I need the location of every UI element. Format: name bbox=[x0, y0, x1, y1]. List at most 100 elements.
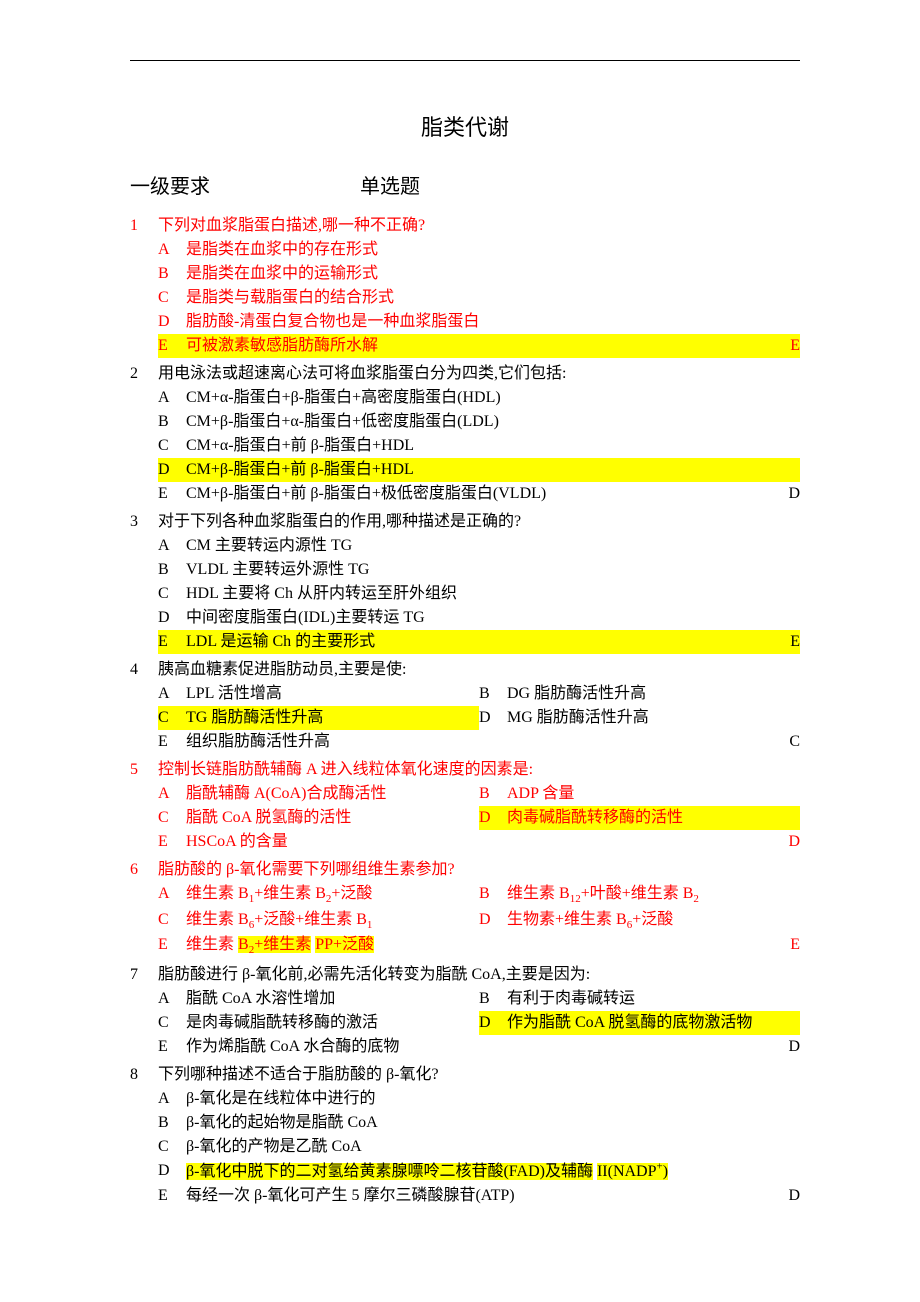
question-row: 3对于下列各种血浆脂蛋白的作用,哪种描述是正确的? bbox=[130, 510, 800, 534]
options: A维生素 B1+维生素 B2+泛酸B维生素 B12+叶酸+维生素 B2C维生素 … bbox=[158, 882, 800, 959]
option-text: CM+α-脂蛋白+前 β-脂蛋白+HDL bbox=[186, 434, 800, 458]
question-row: 6脂肪酸的 β-氧化需要下列哪组维生素参加? bbox=[130, 858, 800, 882]
option-letter: E bbox=[158, 830, 186, 854]
option-letter: C bbox=[158, 1011, 186, 1035]
question-row: 2用电泳法或超速离心法可将血浆脂蛋白分为四类,它们包括: bbox=[130, 362, 800, 386]
option-col: C是肉毒碱脂酰转移酶的激活 bbox=[158, 1011, 479, 1035]
option-letter: B bbox=[158, 262, 186, 286]
option-text: CM+β-脂蛋白+α-脂蛋白+低密度脂蛋白(LDL) bbox=[186, 410, 800, 434]
answer-key: E bbox=[790, 630, 800, 654]
option-row: Bβ-氧化的起始物是脂酰 CoA bbox=[158, 1111, 800, 1135]
option-letter: B bbox=[158, 410, 186, 434]
question-row: 8下列哪种描述不适合于脂肪酸的 β-氧化? bbox=[130, 1063, 800, 1087]
option-letter: B bbox=[479, 682, 507, 706]
option-row: CCM+α-脂蛋白+前 β-脂蛋白+HDL bbox=[158, 434, 800, 458]
option-text: 维生素 B12+叶酸+维生素 B2 bbox=[507, 882, 800, 908]
option-text: 每经一次 β-氧化可产生 5 摩尔三磷酸腺苷(ATP) bbox=[186, 1184, 800, 1208]
question: 4胰高血糖素促进脂肪动员,主要是使:ALPL 活性增高BDG 脂肪酶活性升高 C T… bbox=[130, 658, 800, 754]
option-letter: A bbox=[158, 987, 186, 1011]
option-letter: B bbox=[479, 987, 507, 1011]
option-col: C脂酰 CoA 脱氢酶的活性 bbox=[158, 806, 479, 830]
option-row: ELDL 是运输 Ch 的主要形式E bbox=[158, 630, 800, 654]
section-right: 单选题 bbox=[360, 172, 420, 202]
option-letter: E bbox=[158, 1184, 186, 1208]
options: A脂酰 CoA 水溶性增加B有利于肉毒碱转运C是肉毒碱脂酰转移酶的激活D作为脂酰… bbox=[158, 987, 800, 1059]
answer-key: C bbox=[789, 730, 800, 754]
option-text: 肉毒碱脂酰转移酶的活性 bbox=[507, 806, 800, 830]
option-letter: E bbox=[158, 482, 186, 506]
option-letter: D bbox=[479, 1011, 507, 1035]
option-col: A脂酰 CoA 水溶性增加 bbox=[158, 987, 479, 1011]
option-text: 生物素+维生素 B6+泛酸 bbox=[507, 908, 800, 934]
option-text: 是脂类在血浆中的运输形式 bbox=[186, 262, 800, 286]
option-col: BADP 含量 bbox=[479, 782, 800, 806]
option-text: 有利于肉毒碱转运 bbox=[507, 987, 800, 1011]
answer-key: E bbox=[790, 334, 800, 358]
question-number: 2 bbox=[130, 362, 158, 386]
option-text: 脂酰 CoA 脱氢酶的活性 bbox=[186, 806, 479, 830]
answer-key: D bbox=[788, 1035, 800, 1059]
option-letter: D bbox=[479, 806, 507, 830]
questions-container: 1下列对血浆脂蛋白描述,哪一种不正确?A是脂类在血浆中的存在形式B是脂类在血浆中… bbox=[130, 214, 800, 1208]
option-text: 可被激素敏感脂肪酶所水解 bbox=[186, 334, 800, 358]
option-row: ACM 主要转运内源性 TG bbox=[158, 534, 800, 558]
option-text: 是肉毒碱脂酰转移酶的激活 bbox=[186, 1011, 479, 1035]
question: 6脂肪酸的 β-氧化需要下列哪组维生素参加?A维生素 B1+维生素 B2+泛酸B… bbox=[130, 858, 800, 959]
option-text: β-氧化中脱下的二对氢给黄素腺嘌呤二核苷酸(FAD)及辅酶 II(NADP+) bbox=[186, 1159, 800, 1184]
question-text: 下列哪种描述不适合于脂肪酸的 β-氧化? bbox=[158, 1063, 800, 1087]
question-text: 胰高血糖素促进脂肪动员,主要是使: bbox=[158, 658, 800, 682]
answer-key: D bbox=[788, 1184, 800, 1208]
option-letter: E bbox=[158, 1035, 186, 1059]
option-row: CHDL 主要将 Ch 从肝内转运至肝外组织 bbox=[158, 582, 800, 606]
option-row-pair: A维生素 B1+维生素 B2+泛酸B维生素 B12+叶酸+维生素 B2 bbox=[158, 882, 800, 908]
option-letter: E bbox=[158, 730, 186, 754]
option-text: DG 脂肪酶活性升高 bbox=[507, 682, 800, 706]
question-text: 脂肪酸进行 β-氧化前,必需先活化转变为脂酰 CoA,主要是因为: bbox=[158, 963, 800, 987]
option-text: TG 脂肪酶活性升高 bbox=[186, 706, 479, 730]
option-row: E可被激素敏感脂肪酶所水解E bbox=[158, 334, 800, 358]
option-row: D中间密度脂蛋白(IDL)主要转运 TG bbox=[158, 606, 800, 630]
option-row-pair: C维生素 B6+泛酸+维生素 B1D生物素+维生素 B6+泛酸 bbox=[158, 908, 800, 934]
option-row: C是脂类与载脂蛋白的结合形式 bbox=[158, 286, 800, 310]
option-letter: D bbox=[158, 458, 186, 482]
question-number: 6 bbox=[130, 858, 158, 882]
option-col: A维生素 B1+维生素 B2+泛酸 bbox=[158, 882, 479, 908]
option-row: E作为烯脂酰 CoA 水合酶的底物D bbox=[158, 1035, 800, 1059]
options: A是脂类在血浆中的存在形式B是脂类在血浆中的运输形式C是脂类与载脂蛋白的结合形式… bbox=[158, 238, 800, 358]
question: 1下列对血浆脂蛋白描述,哪一种不正确?A是脂类在血浆中的存在形式B是脂类在血浆中… bbox=[130, 214, 800, 358]
option-text: 脂酰 CoA 水溶性增加 bbox=[186, 987, 479, 1011]
option-letter: A bbox=[158, 782, 186, 806]
option-text: 脂肪酸-清蛋白复合物也是一种血浆脂蛋白 bbox=[186, 310, 800, 334]
option-text: HSCoA 的含量 bbox=[186, 830, 800, 854]
question-number: 3 bbox=[130, 510, 158, 534]
option-letter: C bbox=[158, 908, 186, 934]
option-row-pair: C是肉毒碱脂酰转移酶的激活D作为脂酰 CoA 脱氢酶的底物激活物 bbox=[158, 1011, 800, 1035]
question-number: 1 bbox=[130, 214, 158, 238]
option-text: 中间密度脂蛋白(IDL)主要转运 TG bbox=[186, 606, 800, 630]
option-col: D肉毒碱脂酰转移酶的活性 bbox=[479, 806, 800, 830]
question-row: 1下列对血浆脂蛋白描述,哪一种不正确? bbox=[130, 214, 800, 238]
question-number: 4 bbox=[130, 658, 158, 682]
option-letter: B bbox=[479, 882, 507, 908]
question: 5控制长链脂肪酰辅酶 A 进入线粒体氧化速度的因素是:A脂酰辅酶 A(CoA)合… bbox=[130, 758, 800, 854]
question-number: 5 bbox=[130, 758, 158, 782]
option-row: E维生素 B2+维生素 PP+泛酸E bbox=[158, 933, 800, 959]
option-row: ECM+β-脂蛋白+前 β-脂蛋白+极低密度脂蛋白(VLDL)D bbox=[158, 482, 800, 506]
option-row: ACM+α-脂蛋白+β-脂蛋白+高密度脂蛋白(HDL) bbox=[158, 386, 800, 410]
option-row-pair: C脂酰 CoA 脱氢酶的活性D肉毒碱脂酰转移酶的活性 bbox=[158, 806, 800, 830]
option-text: VLDL 主要转运外源性 TG bbox=[186, 558, 800, 582]
option-col: ALPL 活性增高 bbox=[158, 682, 479, 706]
option-text: 作为烯脂酰 CoA 水合酶的底物 bbox=[186, 1035, 800, 1059]
option-letter: B bbox=[479, 782, 507, 806]
option-row-pair: A脂酰 CoA 水溶性增加B有利于肉毒碱转运 bbox=[158, 987, 800, 1011]
option-col: C维生素 B6+泛酸+维生素 B1 bbox=[158, 908, 479, 934]
option-letter: C bbox=[158, 286, 186, 310]
option-text: CM 主要转运内源性 TG bbox=[186, 534, 800, 558]
option-row: BCM+β-脂蛋白+α-脂蛋白+低密度脂蛋白(LDL) bbox=[158, 410, 800, 434]
option-letter: D bbox=[158, 310, 186, 334]
option-text: 脂酰辅酶 A(CoA)合成酶活性 bbox=[186, 782, 479, 806]
answer-key: D bbox=[788, 482, 800, 506]
question-row: 5控制长链脂肪酰辅酶 A 进入线粒体氧化速度的因素是: bbox=[130, 758, 800, 782]
question: 7脂肪酸进行 β-氧化前,必需先活化转变为脂酰 CoA,主要是因为:A脂酰 Co… bbox=[130, 963, 800, 1059]
option-text: HDL 主要将 Ch 从肝内转运至肝外组织 bbox=[186, 582, 800, 606]
